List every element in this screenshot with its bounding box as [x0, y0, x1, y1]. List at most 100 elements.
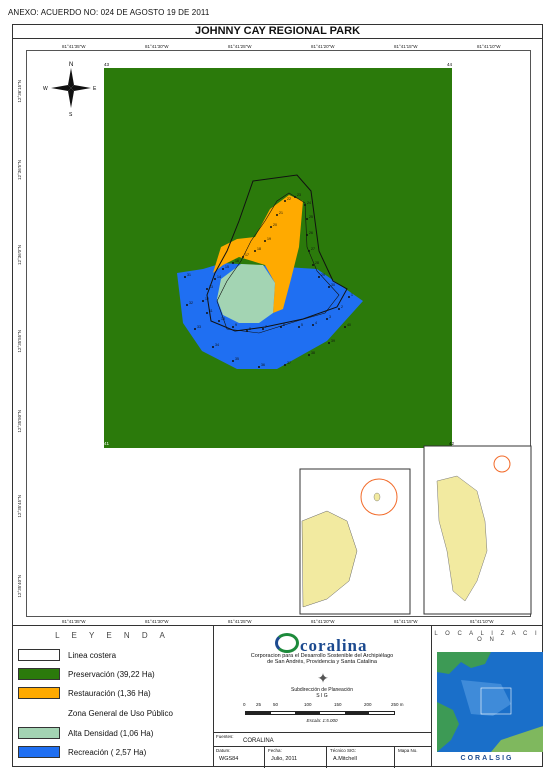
- scale-bar: [245, 711, 395, 715]
- corner-label: 43: [104, 62, 110, 67]
- boundary-point-label: 7: [265, 325, 267, 329]
- top-tick: 81°41'35"W: [62, 44, 86, 49]
- boundary-point: [218, 320, 220, 322]
- compass-rose-icon: ✦: [317, 670, 329, 686]
- boundary-point-label: 35: [235, 357, 239, 361]
- boundary-point: [264, 240, 266, 242]
- legend-label: Preservación (39,22 Ha): [68, 669, 155, 679]
- bottom-tick: 81°41'20"W: [311, 619, 335, 624]
- boundary-point: [306, 234, 308, 236]
- boundary-point: [194, 328, 196, 330]
- boundary-point-label: 24: [307, 201, 311, 205]
- boundary-point-label: 9: [235, 323, 237, 327]
- sub-line-1: Subdirección de Planeación: [291, 687, 353, 693]
- boundary-point-label: 29: [321, 273, 325, 277]
- land-west: [437, 702, 459, 752]
- boundary-point: [312, 324, 314, 326]
- legend-panel: L E Y E N D A Linea costera Preservación…: [12, 626, 213, 767]
- legend-swatch: [18, 649, 60, 661]
- boundary-point-label: 19: [267, 237, 271, 241]
- boundary-point: [280, 326, 282, 328]
- coralina-swirl-icon: [275, 633, 299, 653]
- map-panel[interactable]: N S E W 43 44 41 42 1 2 3 4 5 6 7 8 9 10 11 12 13 14 1…: [26, 50, 532, 617]
- left-tick: 12°35'40"N: [17, 575, 22, 598]
- boundary-point: [212, 346, 214, 348]
- top-tick: 81°41'10"W: [477, 44, 501, 49]
- boundary-point: [242, 256, 244, 258]
- legend-label: Linea costera: [68, 650, 117, 660]
- localization-panel: L O C A L I Z A C I O N CORALSIG: [431, 626, 543, 767]
- left-tick: 12°36'15"N: [17, 80, 22, 103]
- boundary-point-label: 12: [205, 297, 209, 301]
- locator-box: [480, 687, 512, 715]
- inset-target-circle: [360, 478, 398, 516]
- bottom-tick: 81°41'15"W: [394, 619, 418, 624]
- boundary-point: [308, 354, 310, 356]
- logo-text: coralina: [300, 636, 368, 655]
- boundary-point-label: 13: [209, 285, 213, 289]
- annex-line: ANEXO: ACUERDO NO: 024 DE AGOSTO 19 DE 2…: [8, 8, 210, 17]
- boundary-point: [308, 250, 310, 252]
- boundary-point: [184, 276, 186, 278]
- boundary-point: [206, 288, 208, 290]
- boundary-point: [304, 204, 306, 206]
- boundary-point-label: 11: [209, 309, 213, 313]
- boundary-point: [328, 342, 330, 344]
- subdirection: Subdirección de Planeación S I G: [213, 687, 431, 699]
- left-tick: 12°36'0"N: [17, 245, 22, 266]
- boundary-point: [318, 276, 320, 278]
- legend-item-recreacion: Recreación ( 2,57 Ha): [18, 745, 146, 759]
- boundary-point: [206, 312, 208, 314]
- inner-buffer: [216, 192, 340, 334]
- boundary-point: [232, 360, 234, 362]
- top-tick: 81°41'30"W: [145, 44, 169, 49]
- coralina-logo: coralina: [275, 633, 368, 656]
- localization-map: [437, 652, 543, 752]
- boundary-point: [298, 326, 300, 328]
- boundary-point-label: 34: [215, 343, 219, 347]
- source-row: Fuentes: CORALINA: [213, 732, 431, 747]
- left-tick: 12°35'55"N: [17, 330, 22, 353]
- legend-label: Recreación ( 2,57 Ha): [68, 747, 147, 757]
- boundary-point: [348, 296, 350, 298]
- map-title: JOHNNY CAY REGIONAL PARK: [194, 25, 361, 37]
- top-tick: 81°41'20"W: [311, 44, 335, 49]
- boundary-point-label: 26: [309, 231, 313, 235]
- title-divider: [12, 38, 543, 39]
- boundary-point-label: 21: [279, 211, 283, 215]
- restoration-zone: [213, 195, 303, 313]
- boundary-point-label: 2: [341, 305, 343, 309]
- boundary-point-label: 6: [283, 323, 285, 327]
- left-tick: 12°36'5"N: [17, 160, 22, 181]
- boundary-point-label: 36: [261, 363, 265, 367]
- boundary-point-label: 30: [331, 283, 335, 287]
- compass-e: E: [93, 86, 97, 92]
- legend-label: Alta Densidad (1,06 Ha): [68, 728, 154, 738]
- scale-label: 200: [364, 702, 372, 707]
- boundary-point: [294, 196, 296, 198]
- shelf-area: [461, 680, 511, 716]
- boundary-point-label: 32: [189, 301, 193, 305]
- boundary-point-label: 23: [297, 193, 301, 197]
- info-panel: coralina Corporacion para el Desarrollo …: [213, 626, 431, 768]
- boundary-point-label: 38: [311, 351, 315, 355]
- legend-swatch: [18, 727, 60, 739]
- panel-divider: [213, 626, 214, 767]
- boundary-point-label: 10: [221, 317, 225, 321]
- legend-label: Restauración (1,36 Ha): [68, 688, 151, 698]
- bottom-tick: 81°41'30"W: [145, 619, 169, 624]
- boundary-point: [202, 300, 204, 302]
- boundary-point: [232, 262, 234, 264]
- boundary-point: [312, 264, 314, 266]
- boundary-point: [222, 268, 224, 270]
- localization-title: L O C A L I Z A C I O N: [434, 631, 540, 643]
- org-line-1: Corporacion para el Desarrollo Sostenibl…: [250, 653, 394, 659]
- bottom-tick: 81°41'25"W: [228, 619, 252, 624]
- boundary-point: [246, 330, 248, 332]
- boundary-point-label: 27: [311, 247, 315, 251]
- compass-s: S: [69, 112, 73, 118]
- boundary-point: [232, 326, 234, 328]
- boundary-point-label: 8: [249, 327, 251, 331]
- scale-label: 150: [334, 702, 342, 707]
- compass-n: N: [69, 62, 73, 68]
